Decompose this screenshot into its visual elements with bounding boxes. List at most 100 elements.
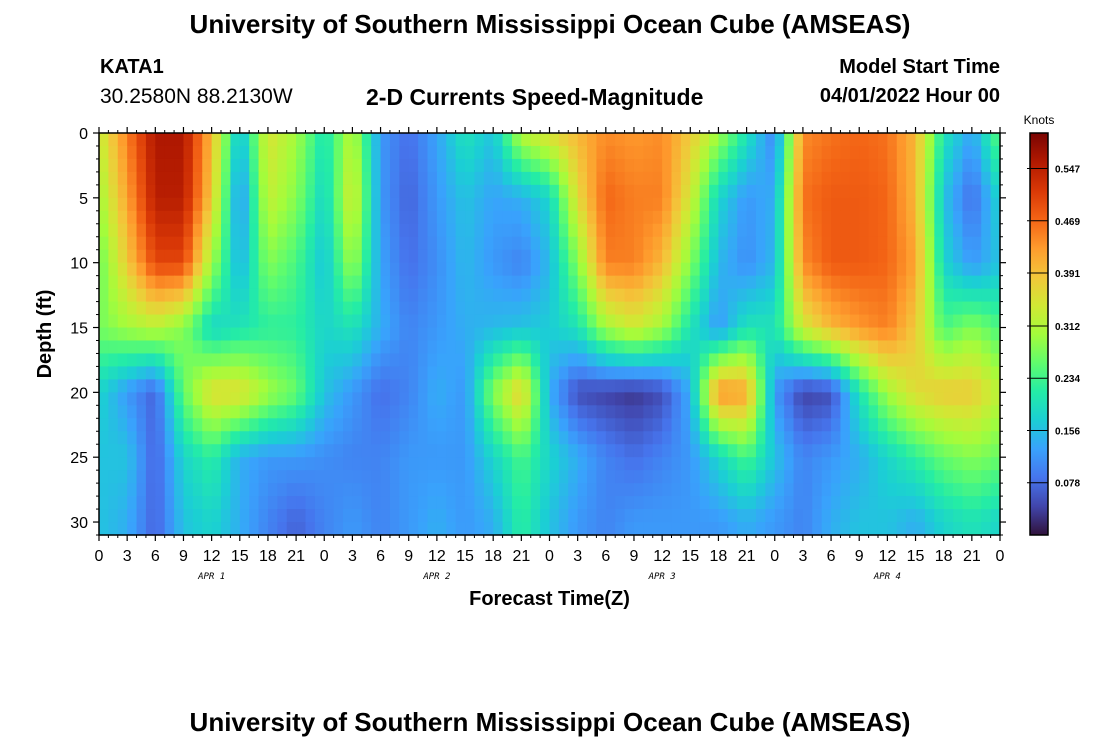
heatmap-cell [549,405,560,419]
heatmap-cell [521,444,532,458]
heatmap-cell [230,431,241,445]
heatmap-cell [765,249,776,264]
heatmap-cell [108,171,119,186]
heatmap-cell [662,184,673,199]
heatmap-cell [202,418,213,432]
heatmap-cell [399,444,410,458]
heatmap-cell [877,171,888,186]
heatmap-cell [587,249,598,264]
heatmap-cell [840,145,851,160]
heatmap-cell [361,340,372,355]
heatmap-cell [587,133,598,147]
heatmap-cell [812,431,823,445]
heatmap-cell [549,197,560,212]
heatmap-cell [558,133,569,147]
heatmap-cell [812,184,823,199]
heatmap-cell [727,483,738,497]
heatmap-cell [605,236,616,251]
heatmap-cell [296,379,307,393]
heatmap-cell [211,405,222,419]
heatmap-cell [343,496,354,510]
heatmap-cell [99,366,109,380]
heatmap-cell [755,171,766,186]
heatmap-cell [108,314,119,329]
heatmap-cell [249,236,260,251]
heatmap-cell [277,457,288,471]
heatmap-cell [605,262,616,277]
heatmap-cell [221,171,231,186]
heatmap-cell [389,249,400,264]
heatmap-cell [192,509,203,523]
heatmap-cell [277,483,288,497]
heatmap-cell [380,418,391,432]
heatmap-cell [774,340,785,355]
heatmap-cell [568,262,579,277]
heatmap-cell [521,496,532,510]
heatmap-cell [934,275,945,290]
heatmap-cell [840,418,851,432]
heatmap-cell [690,431,701,445]
heatmap-cell [990,522,1001,536]
heatmap-cell [296,509,307,523]
heatmap-cell [540,158,551,173]
heatmap-cell [915,158,926,173]
heatmap-cell [727,236,738,251]
heatmap-cell [662,314,673,329]
heatmap-cell [455,405,466,419]
heatmap-cell [859,470,870,484]
heatmap-cell [962,418,973,432]
heatmap-cell [718,275,729,290]
heatmap-cell [530,145,541,160]
heatmap-cell [380,496,391,510]
heatmap-cell [99,158,109,173]
heatmap-cell [267,210,278,225]
x-tick-label: 18 [259,548,277,565]
heatmap-cell [108,444,119,458]
heatmap-cell [164,457,175,471]
heatmap-cell [493,431,504,445]
heatmap-cell [821,470,832,484]
heatmap-cell [333,301,344,316]
heatmap-cell [249,275,260,290]
heatmap-cell [633,405,644,419]
heatmap-cell [727,405,738,419]
heatmap-cell [652,457,663,471]
heatmap-cell [859,340,870,355]
heatmap-cell [633,457,644,471]
heatmap-cell [502,444,513,458]
heatmap-cell [117,470,128,484]
heatmap-cell [305,366,316,380]
x-tick-label: 3 [348,548,357,565]
heatmap-cell [765,431,776,445]
heatmap-cell [821,418,832,432]
heatmap-cell [145,223,156,238]
heatmap-cell [887,496,898,510]
heatmap-cell [765,444,776,458]
station-coordinates: 30.2580N 88.2130W [100,85,293,108]
heatmap-cell [483,249,494,264]
heatmap-cell [314,405,325,419]
heatmap-cell [258,158,269,173]
heatmap-cell [305,249,316,264]
heatmap-cell [596,327,607,342]
heatmap-cell [99,509,109,523]
heatmap-cell [371,392,382,406]
heatmap-cell [343,236,354,251]
heatmap-cell [192,431,203,445]
heatmap-cell [436,392,447,406]
heatmap-cell [737,418,748,432]
heatmap-cell [389,444,400,458]
heatmap-cell [755,353,766,368]
heatmap-cell [418,522,429,536]
heatmap-cell [267,236,278,251]
heatmap-cell [493,184,504,199]
heatmap-cell [174,236,185,251]
heatmap-cell [324,184,335,199]
heatmap-cell [924,405,935,419]
heatmap-cell [849,223,860,238]
heatmap-cell [427,158,438,173]
heatmap-cell [465,522,476,536]
heatmap-cell [577,470,588,484]
heatmap-cell [249,171,260,186]
heatmap-cell [530,405,541,419]
